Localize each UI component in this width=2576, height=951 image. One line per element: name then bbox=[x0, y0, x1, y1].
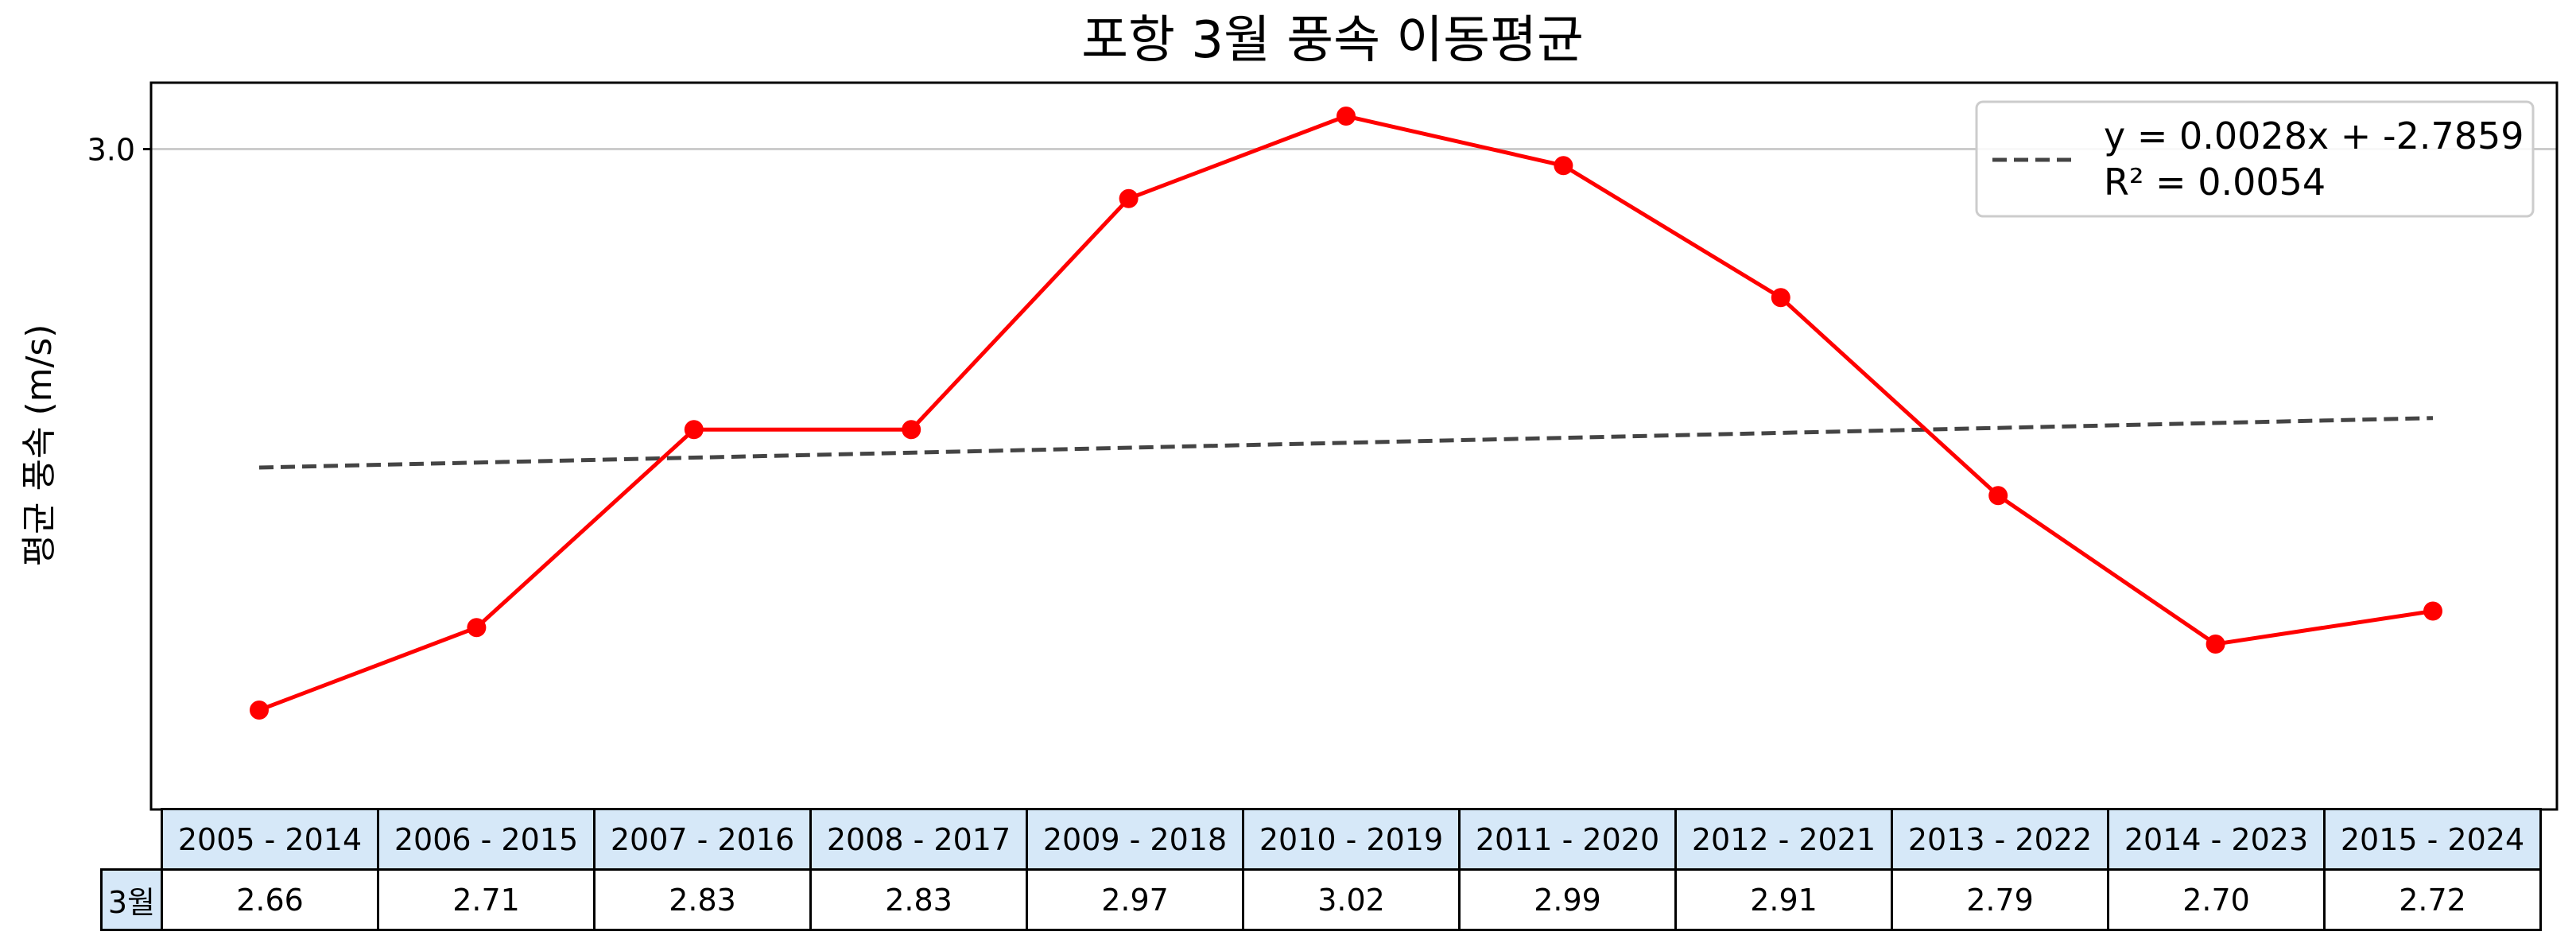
table-row-label: 3월 bbox=[100, 868, 163, 931]
data-point bbox=[1988, 486, 2008, 506]
legend-box bbox=[1975, 100, 2535, 218]
table-column-header: 2007 - 2016 bbox=[593, 808, 812, 871]
table-cell: 2.97 bbox=[1026, 868, 1244, 931]
data-point bbox=[2206, 635, 2225, 654]
data-point bbox=[467, 618, 487, 638]
legend-equation: y = 0.0028x + -2.7859 bbox=[2104, 115, 2524, 157]
table-cell: 2.71 bbox=[377, 868, 596, 931]
table-cell: 2.83 bbox=[593, 868, 812, 931]
table-cell: 2.83 bbox=[809, 868, 1028, 931]
table-column-header: 2009 - 2018 bbox=[1026, 808, 1244, 871]
trendline bbox=[258, 416, 2434, 470]
data-point bbox=[1771, 288, 1790, 308]
table-cell: 2.99 bbox=[1458, 868, 1677, 931]
table-cell: 2.66 bbox=[161, 868, 379, 931]
table-row: 3월 2.66 2.71 2.83 2.83 2.97 3.02 2.99 2.91 2.79 2.… bbox=[100, 868, 2542, 931]
table-column-header: 2005 - 2014 bbox=[161, 808, 379, 871]
table-cell: 3.02 bbox=[1242, 868, 1461, 931]
data-point bbox=[1119, 188, 1139, 208]
table-cell: 2.72 bbox=[2323, 868, 2542, 931]
table-cell: 2.79 bbox=[1891, 868, 2109, 931]
table-corner bbox=[102, 809, 162, 870]
data-point bbox=[902, 420, 921, 440]
table-column-header: 2010 - 2019 bbox=[1242, 808, 1461, 871]
chart-title: 포항 3월 풍속 이동평균 bbox=[1081, 11, 1584, 70]
y-tick-label: 3.0 bbox=[87, 133, 135, 168]
data-point bbox=[250, 701, 269, 720]
legend-r-squared: R² = 0.0054 bbox=[2104, 161, 2326, 204]
table-cell: 2.91 bbox=[1674, 868, 1893, 931]
table-column-header: 2006 - 2015 bbox=[377, 808, 596, 871]
table-column-header: 2014 - 2023 bbox=[2107, 808, 2326, 871]
data-point bbox=[2423, 601, 2442, 621]
table-header-row: 2005 - 2014 2006 - 2015 2007 - 2016 2008 - … bbox=[102, 808, 2542, 871]
y-axis-label: 평균 풍속 (m/s) bbox=[19, 324, 60, 567]
table-column-header: 2011 - 2020 bbox=[1458, 808, 1677, 871]
data-table: 2005 - 2014 2006 - 2015 2007 - 2016 2008 - … bbox=[100, 808, 2542, 931]
table-column-header: 2012 - 2021 bbox=[1674, 808, 1893, 871]
data-point bbox=[1554, 156, 1573, 176]
data-point bbox=[684, 420, 704, 440]
data-point bbox=[1336, 107, 1356, 126]
legend: y = 0.0028x + -2.7859 R² = 0.0054 bbox=[1975, 100, 2535, 218]
table-column-header: 2013 - 2022 bbox=[1891, 808, 2109, 871]
table-column-header: 2015 - 2024 bbox=[2323, 808, 2542, 871]
table-column-header: 2008 - 2017 bbox=[809, 808, 1028, 871]
table-cell: 2.70 bbox=[2107, 868, 2326, 931]
